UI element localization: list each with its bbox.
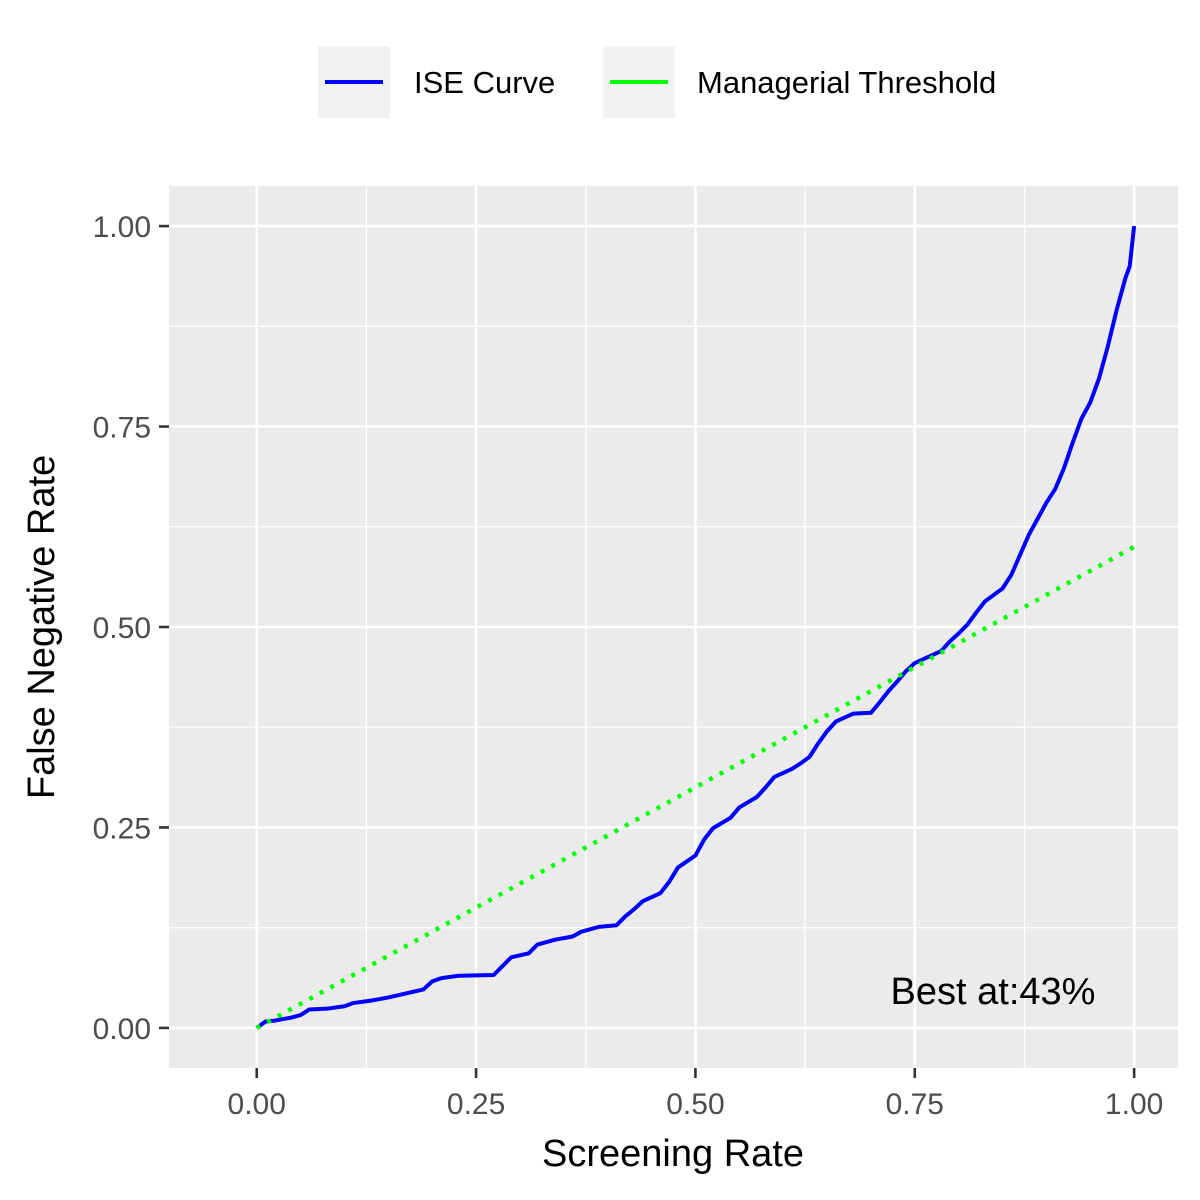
legend-label-managerial-threshold: Managerial Threshold bbox=[697, 65, 996, 100]
x-axis-title: Screening Rate bbox=[542, 1133, 804, 1175]
series-layer bbox=[255, 225, 1137, 1030]
legend: ISE Curve Managerial Threshold bbox=[318, 46, 996, 118]
y-tick-label: 1.00 bbox=[93, 211, 151, 244]
y-tick-label: 0.50 bbox=[93, 612, 151, 645]
x-tick-label: 0.25 bbox=[447, 1088, 505, 1121]
y-axis: 0.00 0.25 0.50 0.75 1.00 bbox=[93, 211, 169, 1046]
legend-label-ise-curve: ISE Curve bbox=[414, 65, 555, 100]
x-tick-label: 0.50 bbox=[666, 1088, 724, 1121]
y-tick-label: 0.00 bbox=[93, 1013, 151, 1046]
y-axis-title: False Negative Rate bbox=[21, 455, 63, 799]
x-tick-label: 0.00 bbox=[228, 1088, 286, 1121]
ise-curve-line bbox=[255, 225, 1137, 1030]
x-tick-label: 0.75 bbox=[886, 1088, 944, 1121]
x-tick-label: 1.00 bbox=[1105, 1088, 1163, 1121]
best-annotation: Best at:43% bbox=[891, 971, 1096, 1013]
y-tick-label: 0.25 bbox=[93, 812, 151, 845]
y-tick-label: 0.75 bbox=[93, 412, 151, 445]
grid-major bbox=[169, 186, 1178, 1068]
x-axis: 0.00 0.25 0.50 0.75 1.00 bbox=[228, 1068, 1163, 1121]
